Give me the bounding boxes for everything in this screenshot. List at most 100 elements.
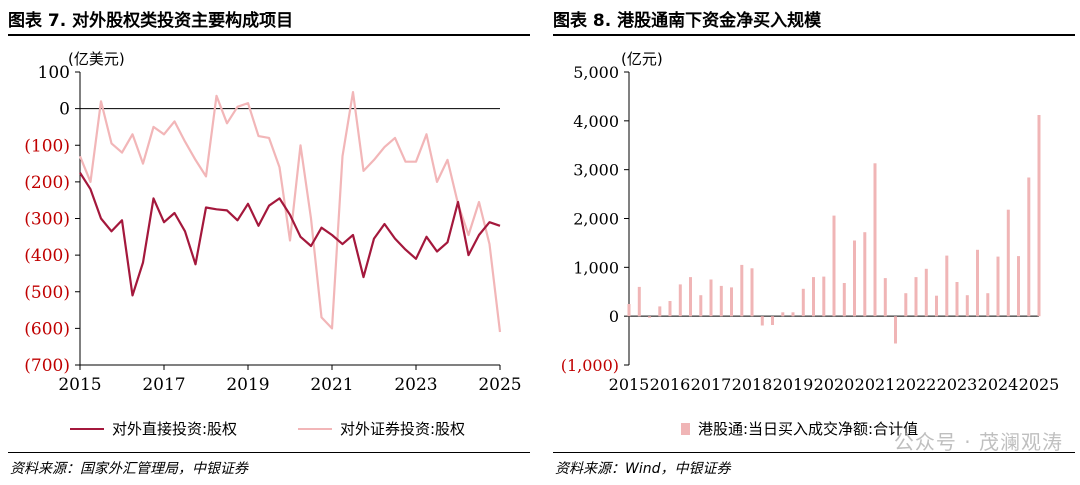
bar-southbound [781,312,785,317]
bar-southbound [945,255,949,317]
right-figure-title: 图表 8. 港股通南下资金净买入规模 [553,11,822,31]
left-line-chart: (亿美元)100 0 (100) (200) (300) (400) (500) (600) (… [24,50,521,395]
bar-southbound [637,286,641,317]
bar-southbound [740,264,744,317]
left-y-tick-label: (200) [24,173,70,193]
bar-southbound [719,285,723,317]
right-y-tick-label: 3,000 [573,161,619,180]
left-x-tick-label: 2019 [226,375,269,395]
right-x-tick-label: 2018 [732,375,773,394]
right-y-tick-label: 0 [609,307,619,326]
right-y-tick-label: 1,000 [573,258,619,277]
right-source-note: 资料来源：Wind，中银证券 [555,461,731,477]
bar-southbound [689,277,692,317]
bar-southbound [853,240,856,317]
right-y-tick-label: 2,000 [573,210,619,229]
right-x-tick-label: 2025 [1019,375,1060,394]
left-source-note: 资料来源：国家外汇管理局，中银证券 [10,461,248,477]
line-series-portfolio-equity [78,90,502,333]
bar-southbound [1006,209,1010,317]
right-bar-chart: (亿元)5,0004,0003,0002,0001,0000(1,000)201… [561,50,1060,394]
left-y-tick-label: (700) [24,356,70,376]
left-y-tick-label: (600) [24,319,70,339]
bar-southbound [822,276,826,317]
bar-southbound [1027,177,1031,317]
left-y-tick-label: (100) [24,136,70,156]
right-x-tick-label: 2019 [773,375,814,394]
right-title-rule [553,34,1075,36]
bar-southbound [935,295,938,317]
legend-label-direct-equity: 对外直接投资:股权 [112,420,238,438]
bar-southbound [894,316,897,344]
right-x-tick-label: 2022 [896,375,937,394]
bar-southbound [996,256,1000,317]
legend-swatch-southbound [681,422,690,435]
left-title-rule [8,34,530,36]
right-figure-panel: 图表 8. 港股通南下资金净买入规模 (亿元) 5,000 4,000 3,000 2,… [545,0,1075,485]
bar-southbound [750,268,754,317]
right-x-tick-label: 2020 [814,375,855,394]
right-x-tick-label: 2017 [691,375,732,394]
legend-item-portfolio-equity: 对外证券投资:股权 [298,418,465,439]
legend-swatch-direct-equity [70,427,104,430]
bar-southbound [658,306,662,317]
left-figure-panel: 图表 7. 对外股权类投资主要构成项目 (亿美元) 100 0 (100) (200)(… [0,0,530,485]
right-legend: 港股通:当日买入成交净额:合计值 [545,418,1075,444]
left-x-tick-label: 2021 [310,375,353,395]
bar-southbound [955,282,959,317]
bar-southbound [965,295,969,317]
bar-southbound [832,215,836,317]
right-x-tick-label: 2024 [978,375,1019,394]
bar-southbound [812,277,815,317]
bar-southbound [986,293,990,317]
right-x-tick-label: 2021 [855,375,896,394]
bar-southbound [771,316,774,325]
bar-southbound [914,277,918,317]
left-x-tick-label: 2017 [142,375,185,395]
bar-southbound [976,249,979,317]
right-y-tick-label: (1,000) [561,356,619,375]
bar-southbound [791,312,795,317]
left-x-tick-label: 2025 [478,375,521,395]
bar-southbound [1017,256,1020,317]
right-footer-rule [553,452,1075,453]
bar-southbound [668,301,672,317]
legend-label-southbound: 港股通:当日买入成交净额:合计值 [698,420,919,438]
bar-southbound [924,268,928,317]
left-x-tick-label: 2023 [394,375,437,395]
left-legend: 对外直接投资:股权 对外证券投资:股权 [0,418,530,444]
left-y-tick-label: 100 [38,63,70,83]
right-y-tick-label: 4,000 [573,112,619,131]
left-footer-rule [8,452,530,453]
bar-southbound [678,284,682,317]
right-x-tick-label: 2016 [650,375,691,394]
watermark-text: 公众号 · 茂澜观涛 [893,430,1063,454]
bar-southbound [760,316,764,326]
line-series-direct-equity [79,172,501,297]
legend-swatch-portfolio-equity [298,427,332,430]
left-unit-label: (亿美元) [68,50,125,68]
bar-southbound [627,304,631,317]
legend-item-direct-equity: 对外直接投资:股权 [70,418,237,439]
bar-southbound [699,295,703,317]
legend-item-southbound: 港股通:当日买入成交净额:合计值 [681,418,918,439]
left-y-tick-label: 0 [59,100,70,120]
right-unit-label: (亿元) [621,50,663,68]
left-figure-title: 图表 7. 对外股权类投资主要构成项目 [8,11,294,31]
bar-southbound [842,283,846,317]
bar-southbound [873,163,877,317]
legend-label-portfolio-equity: 对外证券投资:股权 [340,420,466,438]
bar-southbound [883,278,887,317]
bar-southbound [863,232,867,317]
bar-southbound [801,288,805,317]
bar-southbound [709,279,713,317]
bar-southbound [648,316,651,318]
bar-southbound [1037,115,1041,317]
left-y-tick-label: (400) [24,246,70,266]
bar-southbound [904,293,908,317]
left-y-tick-label: (500) [24,283,70,303]
right-y-tick-label: 5,000 [573,63,619,82]
right-x-tick-label: 2015 [609,375,650,394]
bar-southbound [730,287,733,317]
left-y-tick-label: (300) [24,210,70,230]
